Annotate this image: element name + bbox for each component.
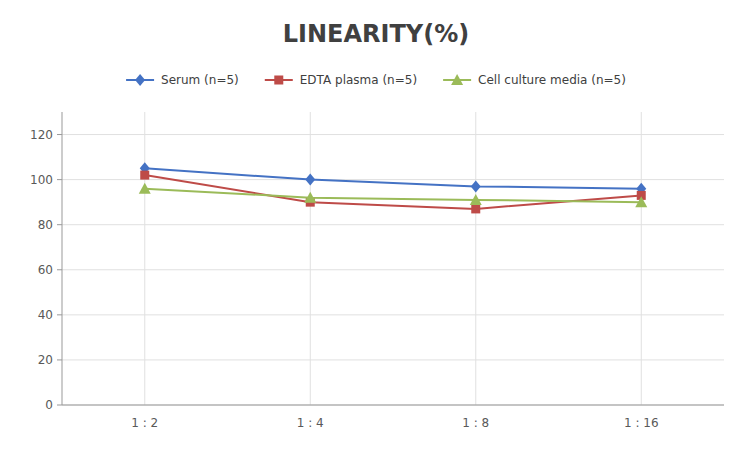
grid [62,112,724,405]
grid-line-y [62,359,724,360]
legend-label: Cell culture media (n=5) [478,73,626,87]
legend-swatch-marker [451,74,463,85]
chart: LINEARITY(%) 0 20 40 60 80 100 120 1 : 2 1 : 4 1 :… [0,0,752,451]
y-tick-label: 80 [38,218,53,232]
y-tick-label: 120 [30,128,53,142]
y-tick-label: 60 [38,263,53,277]
grid-line-x [475,112,476,405]
y-tick [57,224,62,225]
legend-item: Cell culture media (n=5) [443,73,626,87]
plot-area [139,162,648,213]
y-tick [57,359,62,360]
grid-line-x [310,112,311,405]
y-tick [57,269,62,270]
grid-line-y [62,134,724,135]
y-tick-label: 40 [38,308,53,322]
y-tick [57,405,62,406]
grid-line-y [62,405,724,406]
x-axis-line [62,405,724,406]
legend-label: EDTA plasma (n=5) [300,73,417,87]
y-tick [57,134,62,135]
legend-item: Serum (n=5) [126,73,239,87]
series-marker [635,196,647,207]
x-tick-label: 1 : 16 [624,416,659,430]
legend: Serum (n=5) EDTA plasma (n=5) Cell culture… [126,73,626,87]
y-tick-label: 20 [38,353,53,367]
chart-container: LINEARITY(%) 0 20 40 60 80 100 120 1 : 2 1 : 4 1 :… [0,0,752,451]
x-tick-label: 1 : 8 [462,416,489,430]
series-line [145,189,642,203]
x-tick-label: 1 : 4 [297,416,324,430]
grid-line-y [62,269,724,270]
legend-label: Serum (n=5) [161,73,239,87]
series-line [145,168,642,188]
chart-title: LINEARITY(%) [283,20,469,48]
grid-line-y [62,224,724,225]
y-axis-line [62,112,63,405]
series-line [145,175,642,209]
series-marker [471,204,480,213]
grid-line-x [641,112,642,405]
grid-line-y [62,179,724,180]
y-tick-label: 0 [45,398,53,412]
x-tick-label: 1 : 2 [131,416,158,430]
series-marker [471,180,481,192]
y-tick [57,314,62,315]
series-marker [470,194,482,205]
series-marker [305,174,315,186]
grid-line-x [144,112,145,405]
legend-swatch-marker [135,74,145,86]
grid-line-y [62,314,724,315]
legend-item: EDTA plasma (n=5) [265,73,417,87]
series-marker [140,171,149,180]
series-marker [139,183,151,194]
y-tick [57,179,62,180]
series-marker [304,192,316,203]
legend-swatch-marker [274,76,283,85]
y-tick-label: 100 [30,173,53,187]
